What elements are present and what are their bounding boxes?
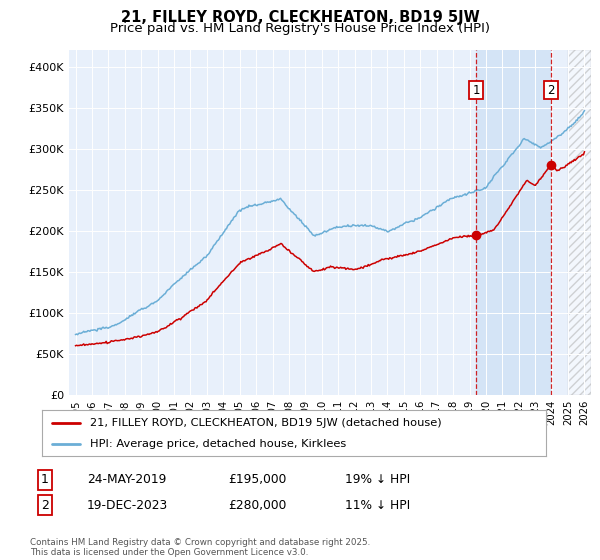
Text: 11% ↓ HPI: 11% ↓ HPI: [345, 498, 410, 512]
Text: 1: 1: [472, 83, 479, 96]
Text: HPI: Average price, detached house, Kirklees: HPI: Average price, detached house, Kirk…: [90, 439, 346, 449]
Bar: [476, 50, 551, 395]
Text: 21, FILLEY ROYD, CLECKHEATON, BD19 5JW: 21, FILLEY ROYD, CLECKHEATON, BD19 5JW: [121, 10, 479, 25]
Text: 1: 1: [41, 473, 49, 487]
Text: Price paid vs. HM Land Registry's House Price Index (HPI): Price paid vs. HM Land Registry's House …: [110, 22, 490, 35]
Text: Contains HM Land Registry data © Crown copyright and database right 2025.
This d: Contains HM Land Registry data © Crown c…: [30, 538, 370, 557]
Text: £280,000: £280,000: [228, 498, 286, 512]
Text: 24-MAY-2019: 24-MAY-2019: [87, 473, 166, 487]
Text: 2: 2: [41, 498, 49, 512]
Bar: [568, 50, 591, 395]
Text: 19-DEC-2023: 19-DEC-2023: [87, 498, 168, 512]
Text: £195,000: £195,000: [228, 473, 286, 487]
Text: 21, FILLEY ROYD, CLECKHEATON, BD19 5JW (detached house): 21, FILLEY ROYD, CLECKHEATON, BD19 5JW (…: [90, 418, 442, 428]
Text: 2: 2: [547, 83, 555, 96]
Text: 19% ↓ HPI: 19% ↓ HPI: [345, 473, 410, 487]
